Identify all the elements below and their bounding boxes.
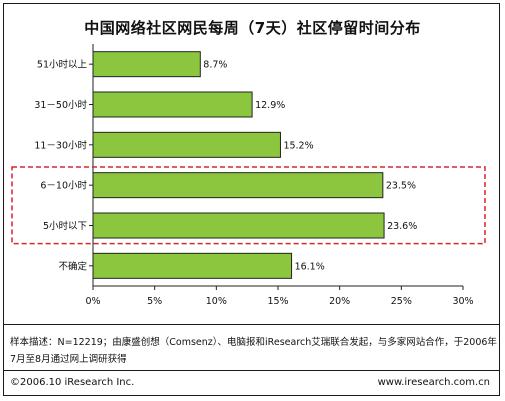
- value-label: 23.5%: [386, 181, 416, 192]
- category-label: 5小时以下: [43, 220, 87, 232]
- x-tick-label: 20%: [329, 296, 350, 307]
- x-tick-label: 5%: [147, 296, 162, 307]
- bar-chart: 0% 5% 10% 15% 20% 25% 30% 51小时以上 8.7% 31－50小时 12.9…: [11, 44, 486, 307]
- bar: [92, 51, 201, 78]
- bar: [92, 131, 281, 158]
- chart-frame: 中国网络社区网民每周（7天）社区停留时间分布 0% 5% 10% 15% 20% 25% 3…: [3, 3, 500, 396]
- bar: [92, 91, 253, 118]
- x-tick-label: 25%: [391, 296, 412, 307]
- value-label: 16.1%: [295, 261, 325, 272]
- bar: [92, 212, 385, 239]
- x-tick-label: 15%: [267, 296, 288, 307]
- bar: [92, 172, 384, 199]
- website-link[interactable]: www.iresearch.com.cn: [377, 377, 490, 388]
- highlight-box: [11, 166, 486, 245]
- x-tick-label: 10%: [206, 296, 227, 307]
- category-label: 31－50小时: [34, 99, 87, 111]
- value-label: 15.2%: [283, 140, 313, 151]
- sample-note: 样本描述：N=12219；由康盛创想（Comsenz）、电脑报和iResearc…: [10, 337, 497, 365]
- bar: [92, 252, 293, 279]
- divider-bottom: [4, 370, 499, 371]
- value-label: 23.6%: [387, 221, 417, 232]
- x-tick-label: 0%: [85, 296, 100, 307]
- x-tick-label: 30%: [452, 296, 473, 307]
- value-label: 8.7%: [203, 60, 227, 71]
- category-label: 不确定: [58, 260, 87, 272]
- divider-top: [4, 324, 499, 325]
- value-label: 12.9%: [255, 100, 285, 111]
- category-label: 6－10小时: [40, 180, 87, 192]
- category-label: 11－30小时: [34, 139, 87, 151]
- copyright-text: ©2006.10 iResearch Inc.: [10, 377, 135, 388]
- chart-title: 中国网络社区网民每周（7天）社区停留时间分布: [84, 19, 421, 37]
- category-label: 51小时以上: [37, 59, 88, 71]
